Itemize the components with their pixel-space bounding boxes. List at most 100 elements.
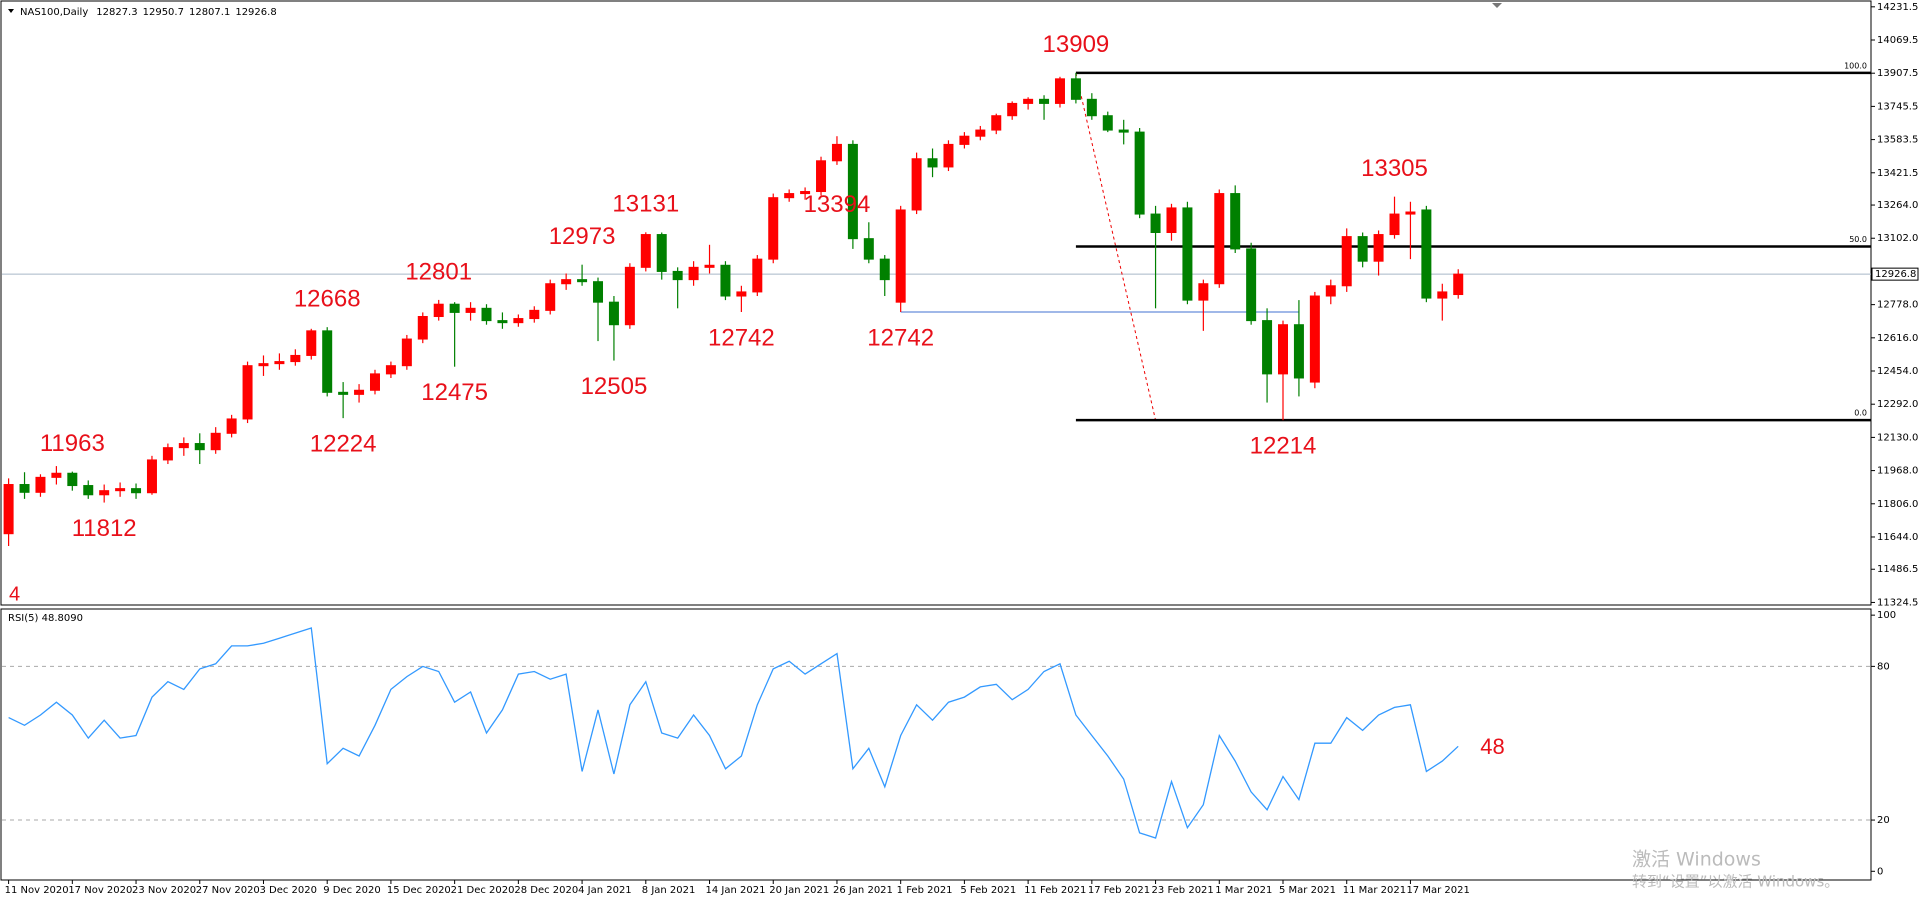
- candle-body: [529, 309, 540, 320]
- candle-body: [672, 270, 683, 281]
- candle-body: [736, 291, 747, 297]
- candle-body: [210, 432, 221, 451]
- candle-body: [1262, 320, 1273, 375]
- candle-body: [1246, 248, 1257, 322]
- candle-body: [688, 266, 699, 281]
- candle-body: [863, 238, 874, 260]
- x-tick-label: 11 Nov 2020: [5, 885, 69, 896]
- swing-label: 12801: [405, 258, 472, 285]
- x-tick-label: 17 Feb 2021: [1088, 885, 1150, 896]
- candle-body: [911, 158, 922, 211]
- candle-body: [306, 330, 317, 356]
- swing-label: 12475: [421, 379, 488, 406]
- symbol: NAS100,Daily: [20, 7, 88, 18]
- x-tick-label: 28 Dec 2020: [514, 885, 578, 896]
- x-tick-label: 23 Feb 2021: [1152, 885, 1214, 896]
- candle-body: [608, 301, 619, 326]
- x-tick-label: 27 Nov 2020: [196, 885, 260, 896]
- candle-body: [1134, 131, 1145, 215]
- candle-body: [67, 472, 78, 487]
- fib-level-label: 0.0: [1854, 409, 1867, 418]
- candle-body: [1070, 78, 1081, 100]
- candle-body: [1007, 102, 1018, 117]
- y-tick-label: 11324.5: [1877, 597, 1918, 608]
- candle-body: [1373, 234, 1384, 262]
- candle-body: [1039, 98, 1050, 104]
- candle-body: [3, 484, 14, 535]
- x-tick-label: 26 Jan 2021: [833, 885, 893, 896]
- candle-body: [178, 443, 189, 449]
- x-tick-label: 14 Jan 2021: [706, 885, 766, 896]
- candle-body: [513, 318, 524, 324]
- current-price-box: [1871, 267, 1919, 281]
- y-tick-label: 11644.0: [1877, 532, 1918, 543]
- x-tick-label: 20 Jan 2021: [769, 885, 829, 896]
- x-tick-label: 21 Dec 2020: [451, 885, 515, 896]
- candle-body: [1453, 273, 1464, 296]
- rsi-panel: [0, 608, 1872, 881]
- rsi-line: [8, 627, 1459, 839]
- swing-label: 12224: [310, 430, 377, 457]
- y-tick-label: 13421.5: [1877, 168, 1918, 179]
- y-tick-label: 13907.5: [1877, 68, 1918, 79]
- y-tick-label: 14231.5: [1877, 2, 1918, 13]
- y-tick-label: 11486.5: [1877, 564, 1918, 575]
- candle-body: [1166, 207, 1177, 234]
- candle-body: [1421, 209, 1432, 299]
- swing-label: 13305: [1361, 155, 1428, 182]
- candle-body: [19, 484, 30, 493]
- x-tick-label: 5 Mar 2021: [1279, 885, 1336, 896]
- y-tick-label: 13583.5: [1877, 135, 1918, 146]
- swing-label: 12742: [867, 324, 934, 351]
- y-tick-label: 12130.0: [1877, 432, 1918, 443]
- swing-label: 12214: [1250, 433, 1317, 460]
- swing-label: 12505: [581, 373, 648, 400]
- candle-body: [417, 316, 428, 340]
- x-tick-label: 3 Dec 2020: [259, 885, 317, 896]
- candle-body: [800, 191, 811, 195]
- rsi-title: RSI(5) 48.8090: [8, 613, 83, 624]
- y-tick-label: 20: [1877, 815, 1890, 826]
- fib-trend: [1075, 72, 1157, 421]
- y-tick-label: 11806.0: [1877, 499, 1918, 510]
- y-tick-label: 80: [1877, 661, 1890, 672]
- candle-body: [1230, 193, 1241, 250]
- candle-body: [1118, 129, 1129, 133]
- corner-text: 4: [9, 583, 20, 605]
- swing-label: 11963: [40, 430, 105, 457]
- candle-body: [720, 264, 731, 297]
- candle-body: [624, 266, 635, 326]
- y-tick-label: 13745.5: [1877, 101, 1918, 112]
- candle-body: [338, 391, 349, 395]
- candle-body: [449, 303, 460, 313]
- candle-body: [1325, 285, 1336, 297]
- scroll-marker[interactable]: [1492, 3, 1502, 8]
- candle-body: [369, 373, 380, 391]
- swing-label: 13394: [804, 191, 871, 218]
- candle-body: [1357, 236, 1368, 262]
- y-tick-label: 13102.0: [1877, 233, 1918, 244]
- candle-body: [847, 143, 858, 240]
- candle-body: [35, 476, 46, 493]
- candle-body: [51, 472, 62, 478]
- candle-body: [816, 160, 827, 193]
- candle-body: [385, 365, 396, 375]
- swing-label: 13131: [612, 191, 679, 218]
- candle-body: [1278, 324, 1288, 375]
- candle-body: [975, 129, 986, 137]
- swing-label: 12973: [549, 223, 616, 250]
- menu-triangle[interactable]: [8, 9, 14, 13]
- x-tick-label: 17 Mar 2021: [1406, 885, 1469, 896]
- candle-body: [768, 197, 779, 260]
- candle-body: [401, 338, 412, 367]
- x-tick-label: 1 Feb 2021: [897, 885, 953, 896]
- x-tick-label: 23 Nov 2020: [132, 885, 196, 896]
- x-tick-label: 1 Mar 2021: [1215, 885, 1272, 896]
- candle-body: [1198, 283, 1209, 301]
- candle-body: [1086, 98, 1097, 117]
- swing-label: 12668: [294, 286, 361, 313]
- candle-body: [1405, 211, 1416, 215]
- watermark: 转到“设置”以激活 Windows。: [1632, 873, 1839, 891]
- candle-body: [561, 279, 572, 285]
- x-tick-label: 9 Dec 2020: [323, 885, 381, 896]
